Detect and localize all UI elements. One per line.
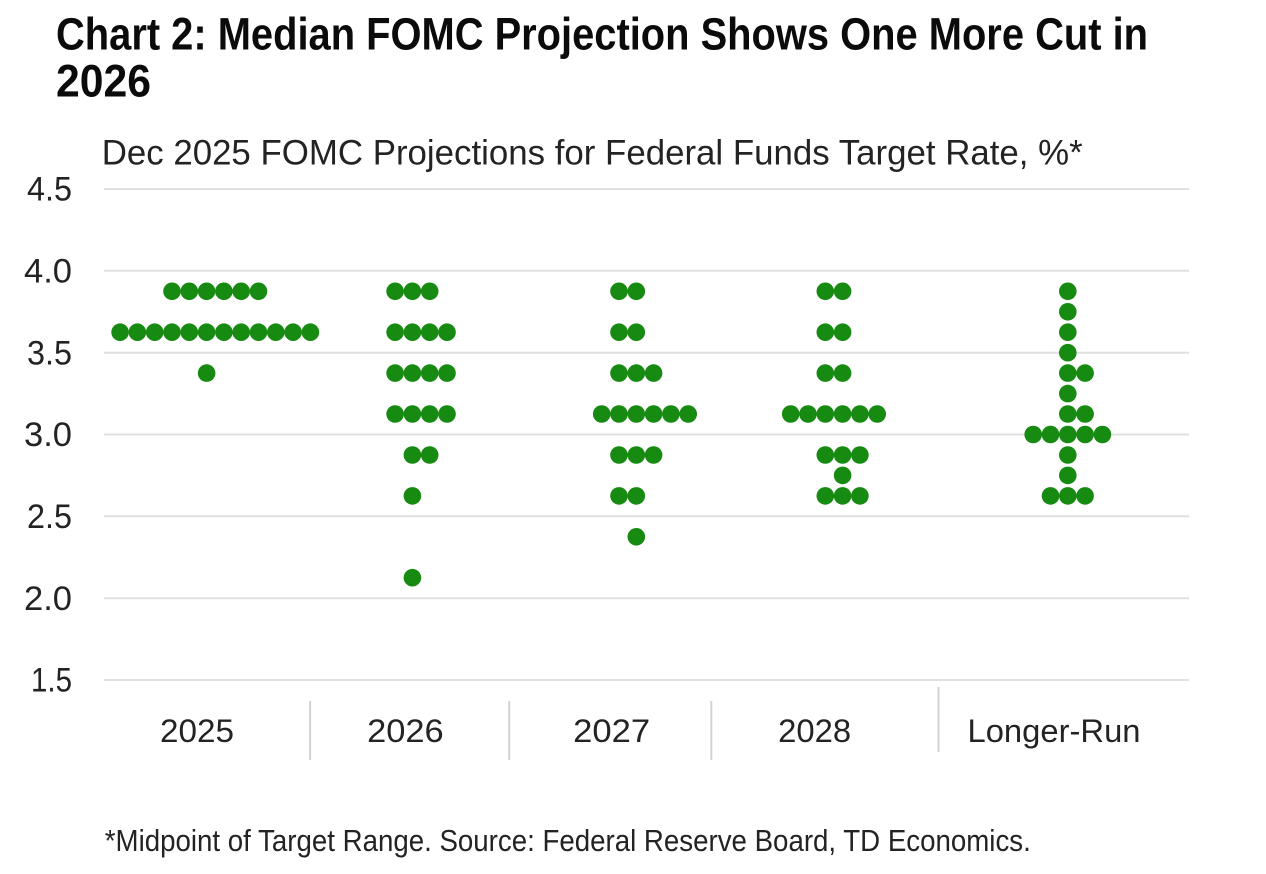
svg-text:Chart 2: Median FOMC Projectio: Chart 2: Median FOMC Projection Shows On… xyxy=(56,8,1148,59)
svg-text:2.0: 2.0 xyxy=(24,580,72,618)
svg-text:3.5: 3.5 xyxy=(27,334,72,372)
svg-text:2025: 2025 xyxy=(160,713,234,749)
svg-text:Longer-Run: Longer-Run xyxy=(968,713,1141,749)
svg-text:Dec 2025 FOMC Projections for: Dec 2025 FOMC Projections for Federal Fu… xyxy=(102,133,1083,172)
svg-text:2026: 2026 xyxy=(367,713,444,749)
svg-text:2.5: 2.5 xyxy=(27,498,72,536)
svg-text:1.5: 1.5 xyxy=(31,662,72,700)
svg-text:4.0: 4.0 xyxy=(24,253,72,291)
svg-text:*Midpoint of Target Range. Sou: *Midpoint of Target Range. Source: Feder… xyxy=(105,823,1031,858)
svg-text:2028: 2028 xyxy=(778,713,851,749)
svg-text:2026: 2026 xyxy=(56,55,151,106)
svg-text:3.0: 3.0 xyxy=(24,416,72,454)
svg-text:4.5: 4.5 xyxy=(27,171,72,209)
svg-text:2027: 2027 xyxy=(573,713,650,749)
